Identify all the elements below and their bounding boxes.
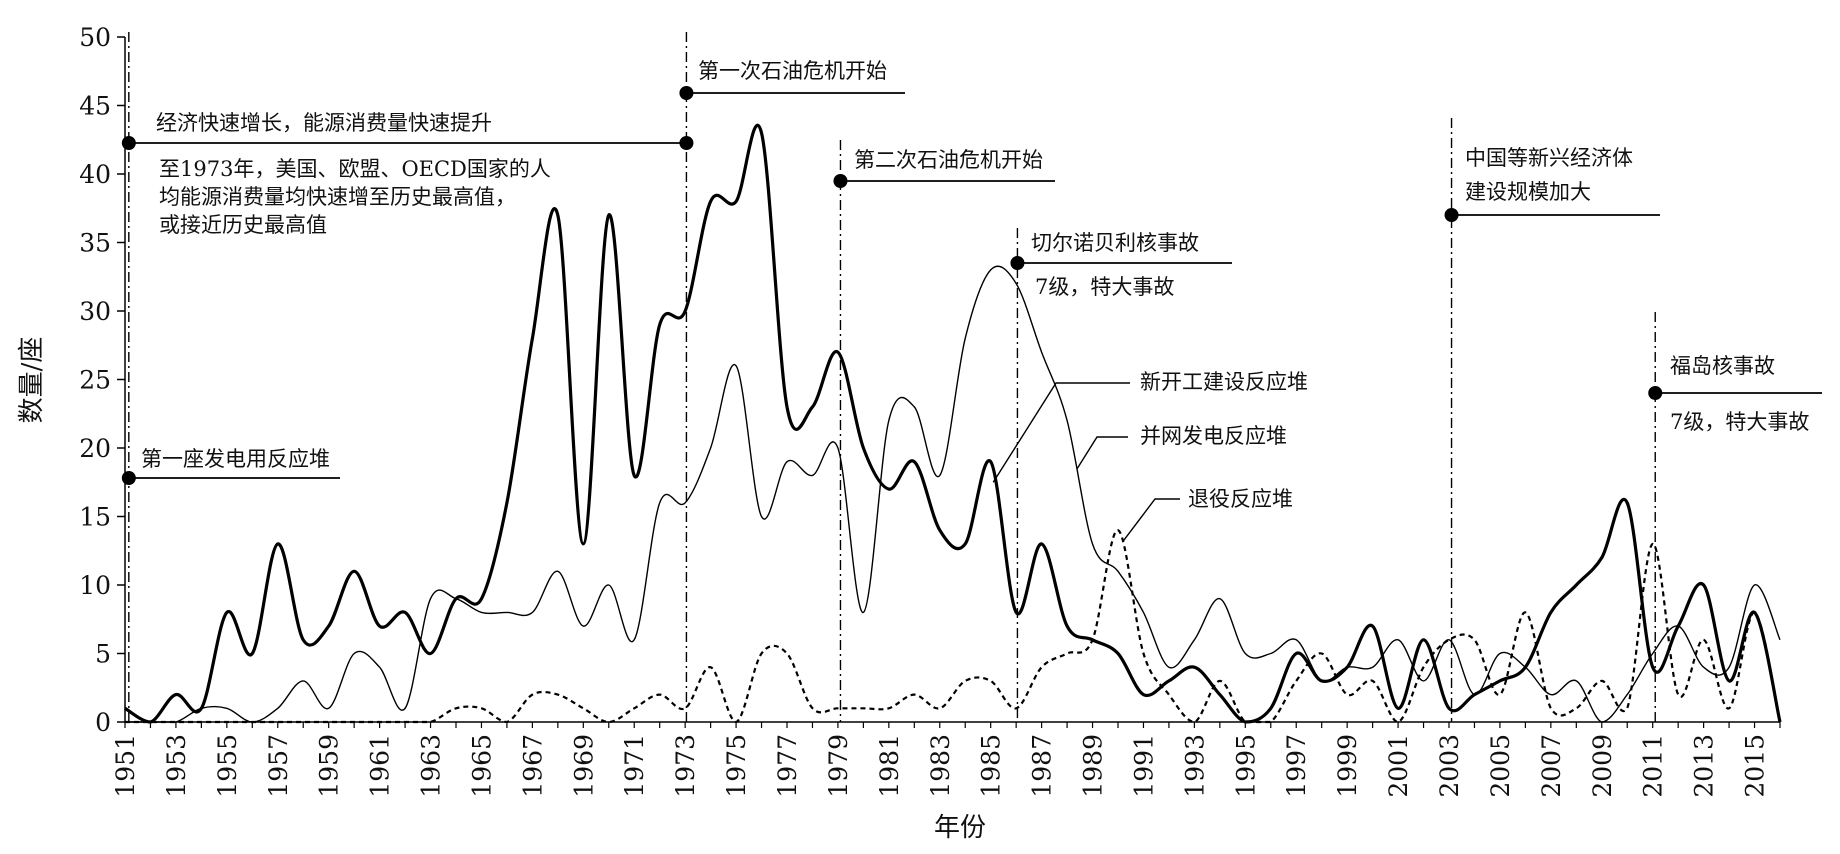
x-tick-label: 1967 <box>518 734 547 798</box>
annotation-economic-note: 均能源消费量均快速增至历史最高值， <box>159 185 516 209</box>
series-label-grid-connected: 并网发电反应堆 <box>1140 424 1287 448</box>
x-tick-label: 1995 <box>1231 734 1260 798</box>
x-tick-label: 1961 <box>366 734 395 798</box>
x-tick-label: 1969 <box>569 734 598 798</box>
y-tick-label: 15 <box>79 503 111 532</box>
x-tick-label: 1979 <box>824 734 853 798</box>
x-tick-label: 2005 <box>1486 734 1515 798</box>
x-tick-label: 1977 <box>773 734 802 798</box>
data-point <box>1626 707 1628 709</box>
annotation-first-oil-crisis: 第一次石油危机开始 <box>698 59 887 83</box>
y-tick-label: 45 <box>79 92 111 121</box>
x-tick-label: 1991 <box>1129 734 1158 798</box>
annotation-chernobyl: 切尔诺贝利核事故 <box>1031 231 1199 255</box>
x-tick-label: 1959 <box>315 734 344 798</box>
y-axis-title: 数量/座 <box>17 337 47 424</box>
y-tick-label: 20 <box>79 434 111 463</box>
series-label-leader <box>1076 436 1128 469</box>
x-tick-label: 1983 <box>926 734 955 798</box>
x-axis-title: 年份 <box>934 813 986 843</box>
x-tick-label: 2007 <box>1537 734 1566 798</box>
annotation-second-oil-crisis: 第二次石油危机开始 <box>854 148 1043 172</box>
series-label-retired: 退役反应堆 <box>1188 487 1293 511</box>
x-tick-label: 1957 <box>264 734 293 798</box>
y-tick-label: 40 <box>79 160 111 189</box>
x-tick-label: 1953 <box>162 734 191 798</box>
x-tick-label: 1999 <box>1333 734 1362 798</box>
x-tick-label: 1989 <box>1079 734 1108 798</box>
x-tick-label: 2011 <box>1639 734 1668 798</box>
x-tick-label: 1973 <box>671 734 700 798</box>
data-point <box>964 680 966 682</box>
data-point <box>939 707 941 709</box>
series-label-leader <box>1122 498 1180 542</box>
y-tick-label: 30 <box>79 297 111 326</box>
series-line-thin <box>125 265 1781 723</box>
annotation-first-reactor: 第一座发电用反应堆 <box>141 447 330 471</box>
x-tick-label: 1951 <box>111 734 140 798</box>
series-label-new-construction: 新开工建设反应堆 <box>1140 370 1308 394</box>
x-tick-label: 1975 <box>722 734 751 798</box>
x-tick-label: 2001 <box>1384 734 1413 798</box>
annotation-emerging-economies: 中国等新兴经济体 <box>1465 146 1633 170</box>
annotation-fukushima-note: 7级，特大事故 <box>1670 410 1809 434</box>
data-point <box>786 652 788 654</box>
y-tick-label: 5 <box>95 640 111 669</box>
series-label-leader <box>992 382 1130 483</box>
event-vertical-lines <box>128 32 1656 722</box>
x-tick-label: 2009 <box>1588 734 1617 798</box>
x-tick-label: 1955 <box>213 734 242 798</box>
data-point <box>1575 707 1577 709</box>
y-tick-label: 25 <box>79 366 111 395</box>
y-tick-label: 35 <box>79 229 111 258</box>
x-tick-label: 1985 <box>977 734 1006 798</box>
series-lines <box>124 123 1782 724</box>
data-point <box>1066 652 1068 654</box>
x-tick-label: 1965 <box>467 734 496 798</box>
data-point <box>989 680 991 682</box>
x-tick-label: 2013 <box>1690 734 1719 798</box>
data-point <box>1702 639 1704 641</box>
annotation-economic-growth: 经济快速增长，能源消费量快速提升 <box>156 111 492 135</box>
series-line-dotted <box>125 529 1782 724</box>
axes: 0 5 10 15 20 25 30 35 40 45 50 1951 1953 1955 1957 1959… <box>79 23 1781 798</box>
series-line-thick <box>124 123 1782 724</box>
annotation-fukushima: 福岛核事故 <box>1670 354 1775 378</box>
annotation-economic-note: 或接近历史最高值 <box>159 213 327 237</box>
annotation-economic-note: 至1973年，美国、欧盟、OECD国家的人 <box>159 157 551 181</box>
x-tick-label: 1981 <box>875 734 904 798</box>
y-tick-label: 10 <box>79 571 111 600</box>
annotation-emerging-economies: 建设规模加大 <box>1465 180 1591 204</box>
x-tick-label: 1987 <box>1028 734 1057 798</box>
x-tick-label: 1963 <box>417 734 446 798</box>
event-annotations: 第一座发电用反应堆 经济快速增长，能源消费量快速提升至1973年，美国、欧盟、OE… <box>121 59 1822 485</box>
x-tick-label: 2015 <box>1741 734 1770 798</box>
x-tick-label: 2003 <box>1435 734 1464 798</box>
y-tick-label: 0 <box>95 708 111 737</box>
x-tick-label: 1993 <box>1180 734 1209 798</box>
x-tick-label: 1997 <box>1282 734 1311 798</box>
x-tick-label: 1971 <box>620 734 649 798</box>
y-tick-label: 50 <box>79 23 111 52</box>
annotation-chernobyl-note: 7级，特大事故 <box>1035 275 1174 299</box>
